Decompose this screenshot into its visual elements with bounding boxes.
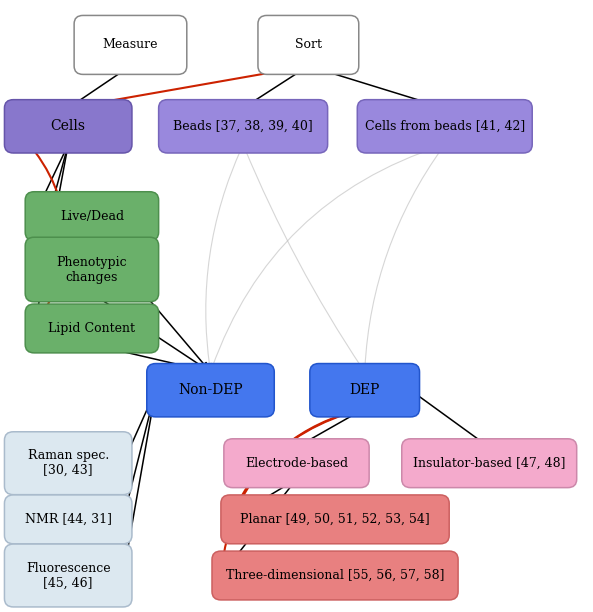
FancyBboxPatch shape — [310, 364, 420, 417]
FancyBboxPatch shape — [25, 192, 158, 241]
Text: Non-DEP: Non-DEP — [178, 383, 243, 397]
FancyBboxPatch shape — [25, 237, 158, 302]
FancyBboxPatch shape — [224, 439, 369, 488]
Text: DEP: DEP — [349, 383, 380, 397]
FancyBboxPatch shape — [221, 495, 449, 544]
Text: Live/Dead: Live/Dead — [60, 210, 124, 223]
Text: Insulator-based [47, 48]: Insulator-based [47, 48] — [413, 457, 566, 470]
FancyBboxPatch shape — [212, 551, 458, 600]
FancyBboxPatch shape — [258, 15, 359, 75]
Text: Measure: Measure — [103, 39, 158, 51]
Text: Cells: Cells — [50, 119, 86, 133]
FancyBboxPatch shape — [5, 432, 132, 494]
FancyBboxPatch shape — [401, 439, 576, 488]
Text: Fluorescence
[45, 46]: Fluorescence [45, 46] — [26, 561, 110, 589]
Text: Beads [37, 38, 39, 40]: Beads [37, 38, 39, 40] — [173, 120, 313, 133]
FancyBboxPatch shape — [74, 15, 187, 75]
Text: Lipid Content: Lipid Content — [49, 322, 135, 335]
FancyBboxPatch shape — [158, 100, 327, 153]
Text: Raman spec.
[30, 43]: Raman spec. [30, 43] — [27, 449, 109, 477]
Text: Planar [49, 50, 51, 52, 53, 54]: Planar [49, 50, 51, 52, 53, 54] — [240, 513, 430, 526]
FancyBboxPatch shape — [5, 495, 132, 544]
FancyBboxPatch shape — [5, 100, 132, 153]
Text: NMR [44, 31]: NMR [44, 31] — [25, 513, 111, 526]
FancyBboxPatch shape — [146, 364, 274, 417]
Text: Sort: Sort — [295, 39, 322, 51]
Text: Phenotypic
changes: Phenotypic changes — [56, 255, 127, 283]
FancyBboxPatch shape — [357, 100, 532, 153]
Text: Cells from beads [41, 42]: Cells from beads [41, 42] — [365, 120, 525, 133]
FancyBboxPatch shape — [5, 544, 132, 607]
Text: Electrode-based: Electrode-based — [245, 457, 348, 470]
FancyBboxPatch shape — [25, 304, 158, 353]
Text: Three-dimensional [55, 56, 57, 58]: Three-dimensional [55, 56, 57, 58] — [226, 569, 444, 582]
